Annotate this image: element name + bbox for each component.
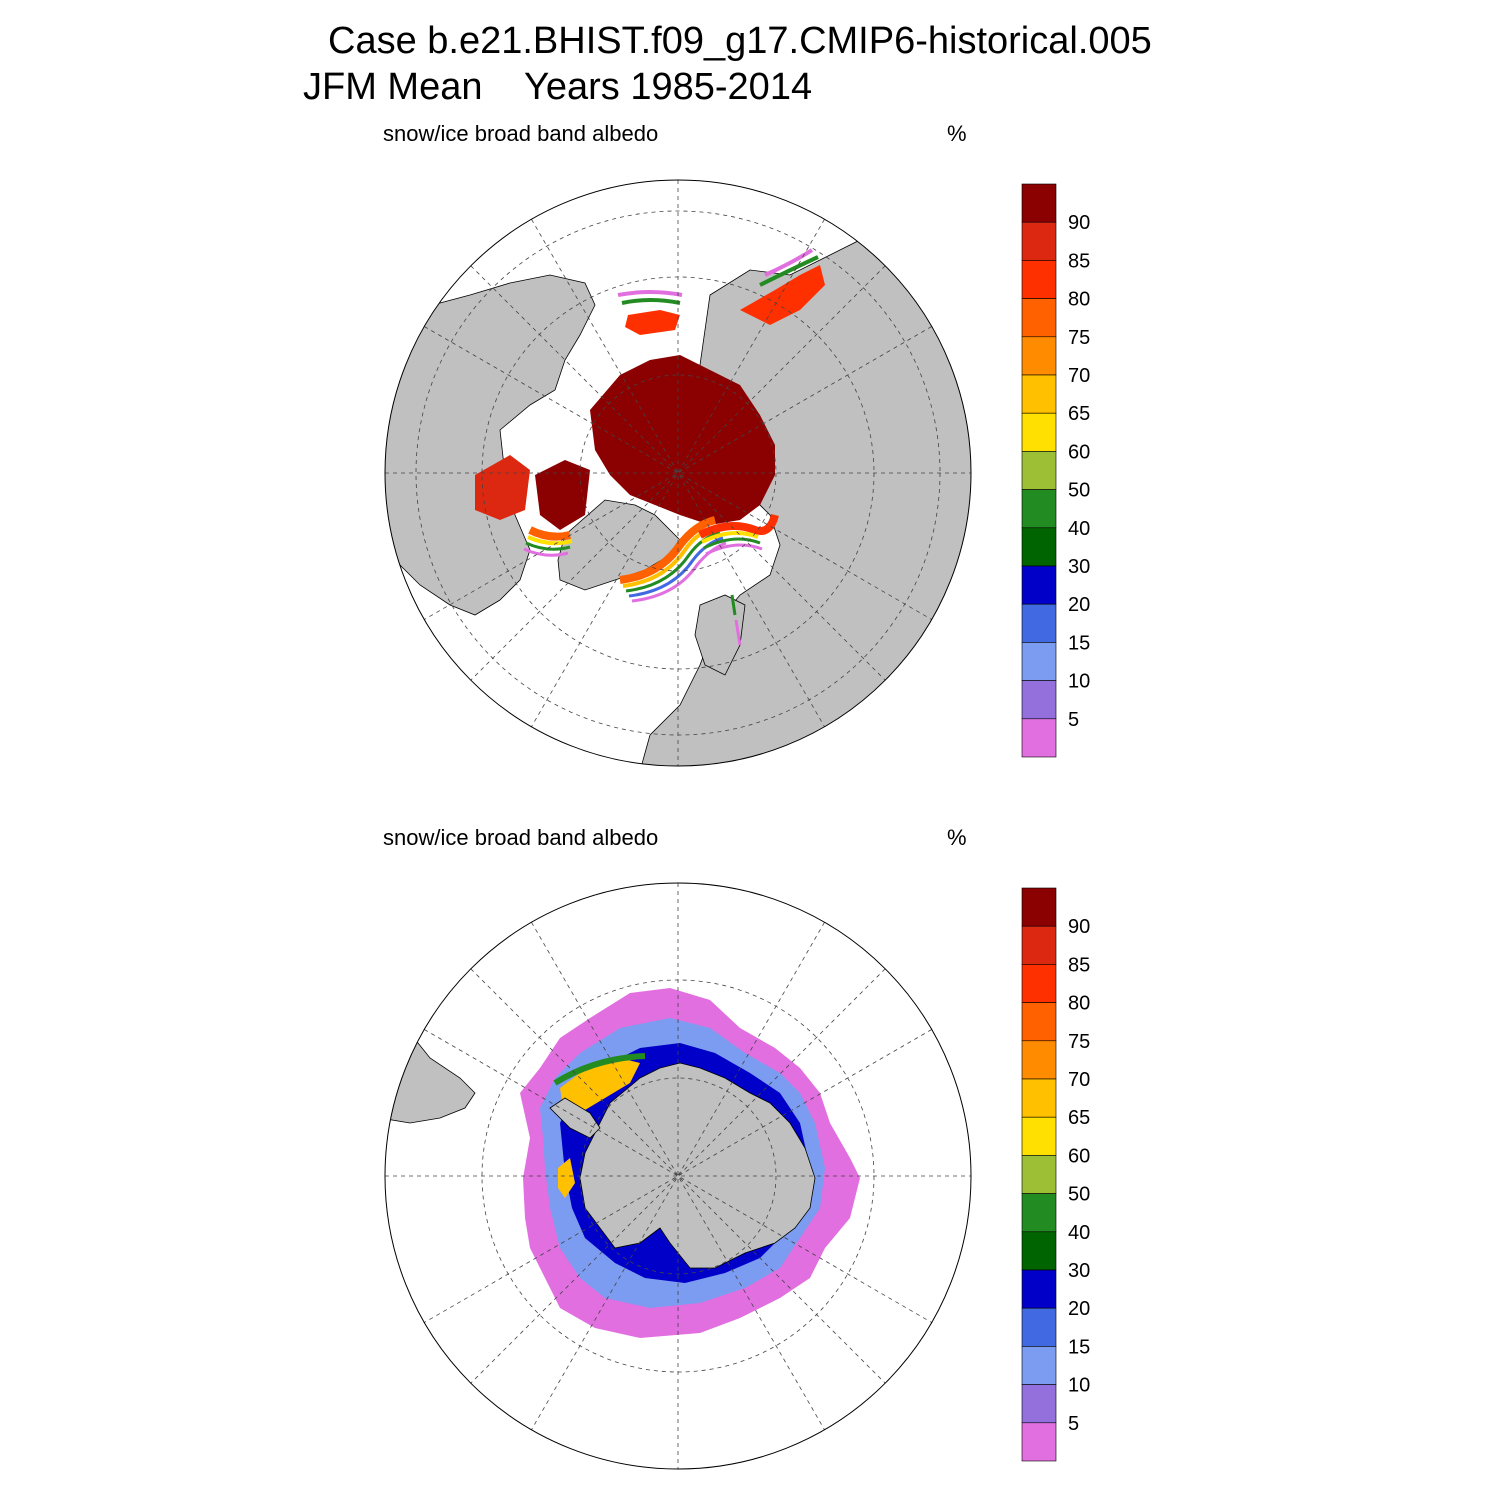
south-colorbar-swatch (1021, 1307, 1057, 1347)
south-units-label: % (947, 825, 967, 850)
north-polar-map (384, 179, 972, 767)
north-colorbar-swatch (1021, 680, 1057, 720)
greenland-sea-edge-5 (631, 541, 727, 603)
north-colorbar-label: 50 (1068, 480, 1090, 502)
north-colorbar-swatch (1021, 260, 1057, 299)
north-colorbar-label: 70 (1068, 365, 1090, 387)
figure-title-case: Case b.e21.BHIST.f09_g17.CMIP6-historica… (328, 20, 1152, 62)
north-colorbar-swatch (1021, 221, 1057, 261)
north-colorbar-swatch (1021, 374, 1057, 414)
north-colorbar-label: 90 (1068, 212, 1090, 234)
okhotsk-ice-edge-2 (764, 248, 814, 277)
north-colorbar-label: 5 (1068, 709, 1079, 731)
south-colorbar-label: 20 (1068, 1298, 1090, 1320)
bering-ice-edge (621, 298, 681, 305)
north-colorbar-label: 85 (1068, 250, 1090, 272)
greenland-sea-edge-4 (628, 536, 724, 598)
barents-edge-4 (705, 543, 763, 556)
labrador-ice-edge-4 (523, 547, 569, 557)
north-colorbar-swatch (1021, 603, 1057, 643)
north-colorbar-label: 60 (1068, 441, 1090, 463)
south-colorbar-swatch (1021, 1269, 1057, 1309)
north-colorbar-label: 65 (1068, 403, 1090, 425)
scandinavia-landmass (694, 594, 746, 676)
north-colorbar-swatch (1021, 489, 1057, 529)
north-colorbar-swatch (1021, 336, 1057, 376)
north-colorbar-swatch (1021, 565, 1057, 605)
weddell-ice-edge (553, 1053, 646, 1086)
south-variable-label: snow/ice broad band albedo (383, 825, 659, 850)
hudson-bay-ice (475, 455, 530, 520)
south-colorbar-swatch (1021, 1231, 1057, 1271)
north-colorbar-label: 20 (1068, 594, 1090, 616)
south-colorbar-swatch (1021, 1346, 1057, 1385)
figure-title-period: JFM Mean Years 1985-2014 (303, 66, 813, 108)
south-map-border (384, 882, 972, 1470)
bering-ice-edge-2 (617, 290, 683, 297)
south-colorbar: 5 10 15 20 30 40 50 60 65 70 75 80 85 90 (1021, 887, 1090, 1462)
south-colorbar-swatch (1021, 1155, 1057, 1194)
south-colorbar-swatch (1021, 1422, 1057, 1462)
south-colorbar-swatch (1021, 1078, 1057, 1118)
north-colorbar: 5 10 15 20 30 40 50 60 65 70 75 80 85 90 (1021, 183, 1090, 758)
okhotsk-ice (740, 265, 825, 325)
north-colorbar-swatch (1021, 718, 1057, 758)
south-colorbar-label: 90 (1068, 916, 1090, 938)
north-map-border (384, 179, 972, 767)
north-colorbar-swatch (1021, 183, 1057, 223)
north-colorbar-label: 80 (1068, 289, 1090, 311)
north-colorbar-swatch (1021, 412, 1057, 452)
north-variable-label: snow/ice broad band albedo (383, 121, 659, 146)
okhotsk-ice-edge (759, 255, 819, 287)
bering-ice (625, 310, 680, 335)
antarctic-peninsula (549, 1097, 601, 1139)
south-colorbar-label: 75 (1068, 1031, 1090, 1053)
north-colorbar-swatch (1021, 451, 1057, 490)
south-graticule (385, 883, 971, 1469)
south-colorbar-label: 5 (1068, 1413, 1079, 1435)
baffin-labrador-ice (535, 460, 590, 530)
labrador-ice-edge-3 (525, 541, 571, 551)
north-colorbar-label: 40 (1068, 518, 1090, 540)
south-colorbar-label: 10 (1068, 1375, 1090, 1397)
labrador-ice-edge (528, 526, 571, 541)
south-colorbar-swatch (1021, 1116, 1057, 1156)
north-colorbar-swatch (1021, 298, 1057, 338)
south-colorbar-label: 50 (1068, 1184, 1090, 1206)
south-colorbar-swatch (1021, 925, 1057, 965)
ross-ice (558, 1158, 575, 1198)
south-colorbar-swatch (1021, 1193, 1057, 1233)
baltic-ice-2 (734, 619, 742, 646)
south-colorbar-label: 65 (1068, 1107, 1090, 1129)
south-colorbar-swatch (1021, 1384, 1057, 1424)
north-colorbar-label: 30 (1068, 556, 1090, 578)
north-america-landmass (385, 274, 596, 616)
south-polar-map (384, 882, 972, 1470)
south-colorbar-swatch (1021, 1002, 1057, 1042)
barents-edge-3 (703, 537, 761, 550)
north-colorbar-swatch (1021, 527, 1057, 567)
south-colorbar-label: 60 (1068, 1145, 1090, 1167)
south-colorbar-label: 40 (1068, 1222, 1090, 1244)
greenland-sea-edge-1 (619, 516, 717, 584)
baltic-ice (730, 594, 737, 616)
north-colorbar-label: 15 (1068, 632, 1090, 654)
arctic-central-ice (590, 355, 775, 525)
south-colorbar-swatch (1021, 887, 1057, 927)
barents-edge-1 (698, 513, 779, 539)
antarctica-landmass (579, 1062, 816, 1269)
north-graticule (385, 180, 971, 766)
south-colorbar-label: 15 (1068, 1336, 1090, 1358)
south-colorbar-label: 80 (1068, 993, 1090, 1015)
north-units-label: % (947, 121, 967, 146)
north-colorbar-label: 75 (1068, 327, 1090, 349)
labrador-ice-edge-2 (527, 535, 573, 546)
south-colorbar-label: 85 (1068, 954, 1090, 976)
north-colorbar-swatch (1021, 642, 1057, 681)
south-colorbar-label: 70 (1068, 1069, 1090, 1091)
south-colorbar-label: 30 (1068, 1260, 1090, 1282)
south-colorbar-swatch (1021, 1040, 1057, 1080)
south-colorbar-swatch (1021, 964, 1057, 1003)
north-colorbar-label: 10 (1068, 671, 1090, 693)
